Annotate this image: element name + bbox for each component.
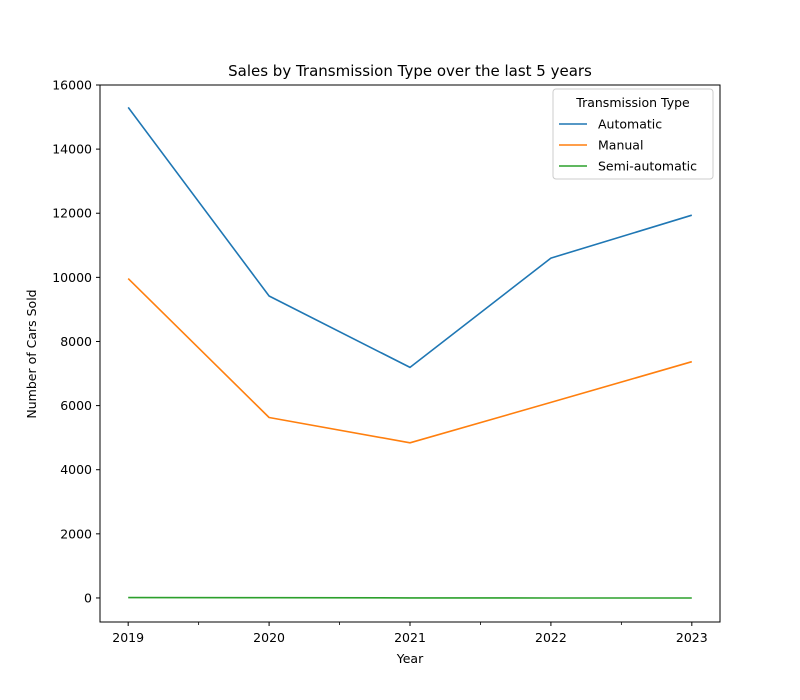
y-tick-label: 2000 [60, 526, 92, 541]
legend-label: Semi-automatic [598, 159, 697, 174]
x-axis: 2019 2020 2021 2022 2023 [112, 622, 708, 645]
y-axis: 0 2000 4000 6000 8000 10000 12000 14000 16000 [52, 78, 100, 605]
y-tick-label: 0 [84, 590, 92, 605]
x-axis-title: Year [396, 651, 424, 666]
x-tick-label: 2023 [676, 630, 708, 645]
x-tick-label: 2020 [253, 630, 285, 645]
x-tick-label: 2022 [535, 630, 567, 645]
chart-title: Sales by Transmission Type over the last… [228, 62, 592, 80]
legend: Transmission Type Automatic Manual Semi-au… [552, 88, 714, 180]
legend-label: Automatic [598, 117, 662, 132]
y-tick-label: 6000 [60, 398, 92, 413]
y-tick-label: 14000 [52, 142, 92, 157]
y-tick-label: 4000 [60, 462, 92, 477]
x-tick-label: 2021 [394, 630, 426, 645]
y-tick-label: 12000 [52, 206, 92, 221]
y-tick-label: 8000 [60, 334, 92, 349]
y-axis-title: Number of Cars Sold [24, 289, 39, 418]
y-tick-label: 10000 [52, 270, 92, 285]
legend-box [552, 88, 714, 180]
legend-title: Transmission Type [575, 95, 690, 110]
legend-label: Manual [598, 138, 643, 153]
y-tick-label: 16000 [52, 78, 92, 93]
x-tick-label: 2019 [112, 630, 144, 645]
series-line-manual [127, 278, 693, 444]
series-line-automatic [127, 106, 693, 369]
